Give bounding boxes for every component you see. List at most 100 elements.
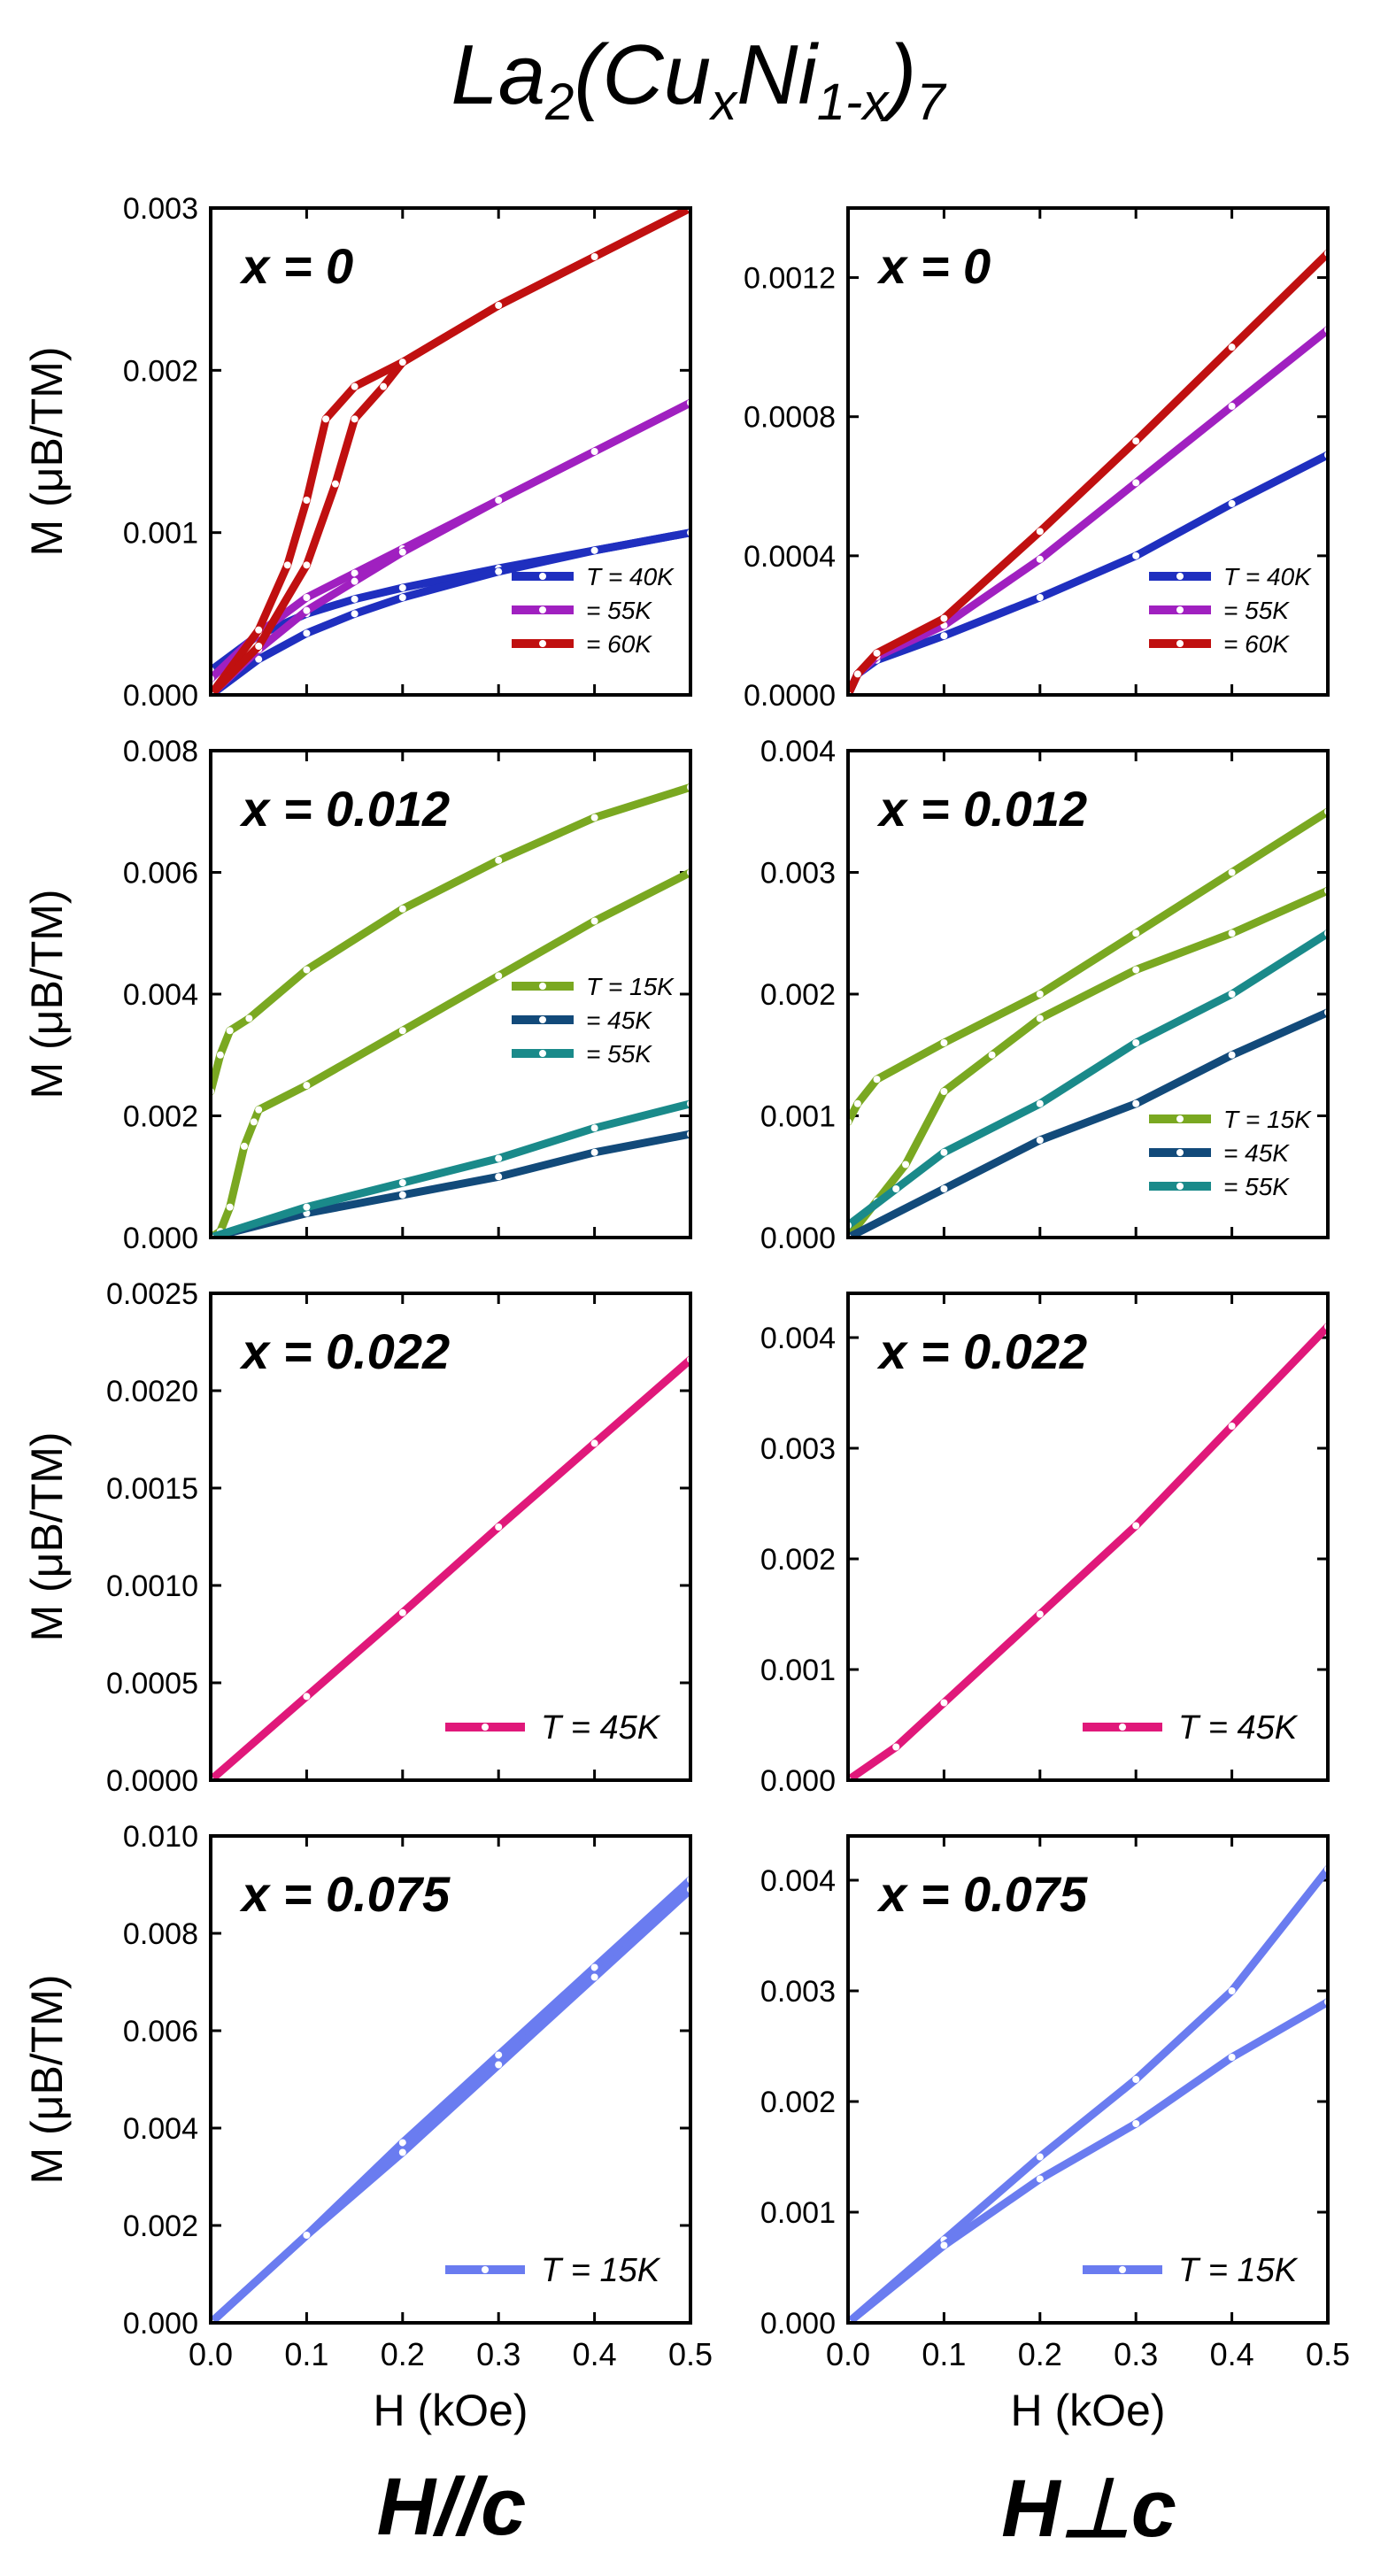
data-point [380, 382, 388, 390]
composition-label: x = 0 [239, 238, 353, 294]
data-point [1228, 343, 1236, 351]
y-tick-label: 0.003 [760, 857, 836, 891]
y-tick-label: 0.006 [123, 2015, 198, 2048]
data-point [873, 649, 881, 657]
data-point [1132, 2076, 1140, 2083]
plot-frame [846, 206, 1330, 697]
legend-swatch-dot [539, 573, 546, 580]
legend-swatch-dot [539, 1016, 546, 1023]
data-point [398, 594, 406, 601]
data-point [351, 569, 359, 577]
series-line [848, 1008, 1328, 1238]
panel-1: 0.000 0.001 0.002 0.003 x = 0 T = 40K = 55K = 6… [22, 192, 692, 713]
data-point [322, 415, 330, 423]
y-tick-label: 0.000 [123, 2307, 198, 2341]
data-point [351, 595, 359, 603]
data-point [303, 606, 311, 614]
y-tick-label: 0.004 [760, 735, 836, 768]
series-line [211, 208, 690, 695]
legend-swatch-dot [482, 1724, 489, 1731]
data-point [590, 1973, 598, 1981]
legend-swatch-dot [1119, 1724, 1126, 1731]
data-point [590, 546, 598, 554]
data-point [226, 1027, 234, 1035]
plot-frame [846, 1834, 1330, 2325]
y-tick-label: 0.004 [123, 2112, 198, 2146]
data-point [1132, 2120, 1140, 2127]
title-sub-2: 2 [545, 73, 575, 131]
y-tick-label: 0.002 [123, 1100, 198, 1134]
data-point [940, 2241, 948, 2249]
title-cu: (Cu [574, 27, 712, 122]
title-la: La [451, 27, 546, 122]
y-tick-label: 0.0010 [106, 1570, 198, 1603]
data-point [226, 1203, 234, 1211]
y-axis-label: M (μB/TM) [22, 346, 72, 556]
data-point [303, 1693, 311, 1701]
data-point [590, 448, 598, 455]
title-close: ) [888, 27, 917, 122]
data-point [495, 302, 503, 309]
y-tick-label: 0.008 [123, 735, 198, 768]
panel-6: 0.000 0.001 0.002 0.003 0.004 x = 0.022 T = 45… [760, 1292, 1330, 1798]
data-point [303, 497, 311, 504]
composition-label: x = 0.012 [239, 781, 450, 837]
data-point [398, 1191, 406, 1199]
data-point [495, 497, 503, 504]
legend-swatch-dot [539, 640, 546, 647]
data-point [398, 584, 406, 591]
y-tick-label: 0.008 [123, 1917, 198, 1951]
series-line [211, 398, 690, 695]
data-point [1036, 1610, 1044, 1618]
legend-label: = 55K [586, 1040, 652, 1068]
legend-swatch-dot [1176, 1149, 1184, 1156]
data-point [398, 905, 406, 913]
data-point [590, 253, 598, 260]
data-point [1132, 437, 1140, 445]
data-point [351, 415, 359, 423]
y-tick-label: 0.002 [760, 2086, 836, 2119]
legend-label: = 55K [586, 597, 652, 624]
legend-label: = 60K [1223, 630, 1290, 658]
x-tick-label: 0.0 [189, 2336, 233, 2372]
data-point [1228, 1987, 1236, 1994]
data-point [495, 567, 503, 575]
y-tick-label: 0.000 [760, 2307, 836, 2341]
legend-swatch-dot [539, 606, 546, 613]
legend-label: = 60K [586, 630, 652, 658]
data-point [1132, 479, 1140, 487]
series-line [211, 1099, 690, 1238]
x-tick-label: 0.5 [668, 2336, 713, 2372]
y-tick-label: 0.0025 [106, 1277, 198, 1311]
data-point [1228, 499, 1236, 507]
x-tick-label: 0.0 [826, 2336, 870, 2372]
legend-label: T = 15K [541, 2252, 661, 2289]
data-point [216, 1051, 224, 1059]
data-point [1036, 555, 1044, 563]
data-point [1036, 1014, 1044, 1022]
series-line [848, 249, 1328, 695]
data-point [590, 1439, 598, 1447]
x-tick-label: 0.4 [573, 2336, 617, 2372]
data-point [892, 1743, 900, 1751]
legend-label: T = 15K [1178, 2252, 1299, 2289]
data-point [398, 1608, 406, 1616]
data-point [1036, 2175, 1044, 2183]
data-point [303, 629, 311, 637]
panel-7: 0.000 0.002 0.004 0.006 0.008 0.010 0.0 0.1 0.2 0… [22, 1820, 713, 2372]
series-line [211, 528, 690, 695]
data-point [283, 561, 291, 569]
data-point [940, 1185, 948, 1192]
y-tick-label: 0.002 [123, 2210, 198, 2243]
data-point [1036, 2153, 1044, 2161]
data-point [988, 1051, 996, 1059]
column-title-perpendicular: H⊥c [1001, 2464, 1176, 2554]
data-point [940, 1699, 948, 1707]
y-tick-label: 0.003 [760, 1975, 836, 2009]
data-point [303, 594, 311, 601]
legend-label: = 45K [586, 1006, 652, 1034]
series-line [211, 1886, 690, 2323]
y-axis-label: M (μB/TM) [22, 1431, 72, 1641]
data-point [351, 382, 359, 390]
legend-swatch-dot [1176, 606, 1184, 613]
